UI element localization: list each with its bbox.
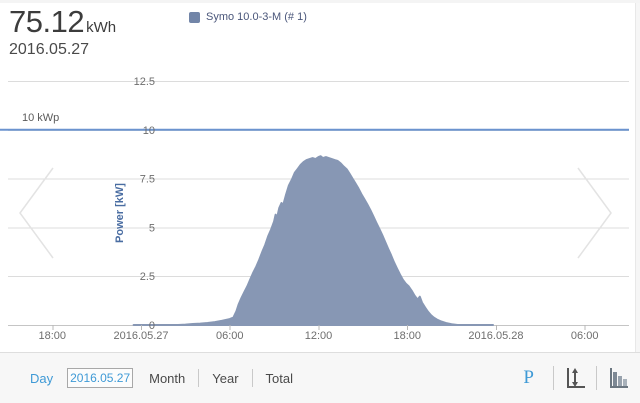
series-name: Symo 10.0-3-M (# 1) <box>206 11 307 23</box>
bar-chart-button[interactable] <box>606 366 630 390</box>
panel-top-edge <box>0 0 640 3</box>
power-chart: 10 kWp 0 2.5 5 7.5 10 12.5 18:00 2016.05.27 06:0… <box>0 76 629 342</box>
range-tabs: Day Month Year Total <box>30 368 293 388</box>
y-tick-label: 2.5 <box>140 271 155 283</box>
series-color-marker <box>189 11 200 23</box>
chart-tools: P <box>523 366 630 390</box>
panel-right-edge <box>635 3 640 352</box>
separator <box>596 366 597 390</box>
y-tick-label: 10 <box>143 125 155 137</box>
y-tick-label: 5 <box>149 222 155 234</box>
energy-unit: kWh <box>86 19 117 36</box>
limit-line-label: 10 kWp <box>22 112 59 124</box>
tab-year[interactable]: Year <box>212 370 239 386</box>
energy-total-value: 75.12 <box>9 4 85 39</box>
tab-total[interactable]: Total <box>265 370 294 386</box>
x-tick-label: 06:00 <box>216 330 244 342</box>
separator <box>251 369 253 387</box>
axis-scale-button[interactable] <box>563 366 587 390</box>
axis-scale-icon <box>567 368 585 388</box>
tab-month[interactable]: Month <box>149 370 186 386</box>
x-tick-label: 12:00 <box>305 330 333 342</box>
y-tick-label: 7.5 <box>140 174 155 186</box>
legend-item[interactable]: Symo 10.0-3-M (# 1) <box>189 11 307 23</box>
x-tick-label: 2016.05.27 <box>113 330 168 342</box>
prev-day-arrow[interactable] <box>19 167 54 259</box>
date-input[interactable] <box>67 368 134 388</box>
y-axis-title: Power [kW] <box>114 183 126 243</box>
selected-date: 2016.05.27 <box>9 41 90 58</box>
x-tick-label: 18:00 <box>38 330 66 342</box>
next-day-arrow[interactable] <box>577 167 612 259</box>
x-tick-label: 18:00 <box>393 330 421 342</box>
x-tick-label: 2016.05.28 <box>468 330 523 342</box>
y-tick-label: 0 <box>149 320 155 332</box>
separator <box>553 366 554 390</box>
bar-chart-icon <box>610 368 628 388</box>
y-tick-label: 12.5 <box>134 76 155 88</box>
toolbar: Day Month Year Total P <box>0 352 640 403</box>
power-toggle-button[interactable]: P <box>523 367 534 388</box>
x-tick-label: 06:00 <box>571 330 599 342</box>
energy-summary: 75.12 kWh 2016.05.27 <box>9 4 116 59</box>
chart-axis-labels: 0 2.5 5 7.5 10 12.5 18:00 2016.05.27 06:00 12:00 1… <box>38 76 598 342</box>
separator <box>198 369 200 387</box>
tab-day[interactable]: Day <box>30 370 54 386</box>
power-area-series[interactable] <box>132 155 494 326</box>
